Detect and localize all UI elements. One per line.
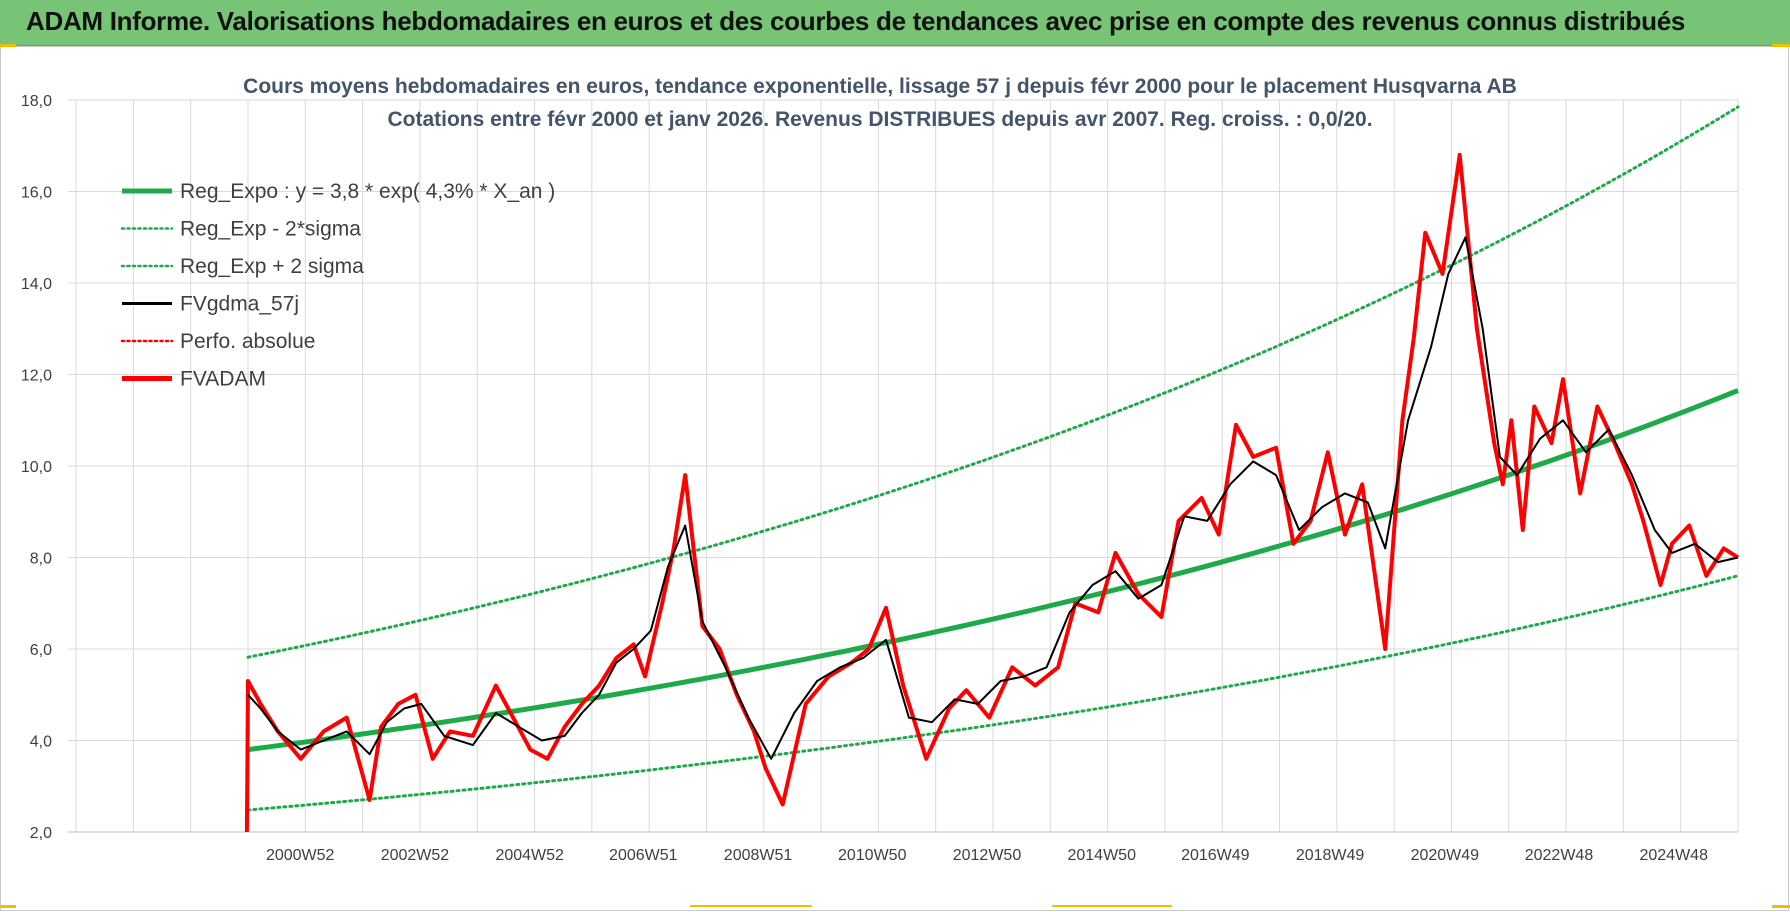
report-banner: ADAM Informe. Valorisations hebdomadaire… xyxy=(0,0,1790,46)
legend-label: Reg_Exp - 2*sigma xyxy=(180,218,361,241)
y-tick-label: 4,0 xyxy=(30,734,52,751)
series-reg-exp-plus-2sigma xyxy=(246,105,1740,659)
x-tick-label: 2002W52 xyxy=(381,847,450,864)
legend-label: Reg_Exp + 2 sigma xyxy=(180,255,364,278)
y-tick-label: 10,0 xyxy=(21,459,52,476)
corner-mark-top-right xyxy=(1772,44,1790,47)
x-tick-label: 2004W52 xyxy=(495,847,564,864)
y-tick-label: 18,0 xyxy=(21,93,52,110)
x-tick-label: 2000W52 xyxy=(266,847,335,864)
chart-title-line-1: Cours moyens hebdomadaires en euros, ten… xyxy=(243,75,1517,98)
legend-label: Perfo. absolue xyxy=(180,330,315,353)
series-fvadam xyxy=(244,152,1740,833)
corner-mark-bottom-left xyxy=(0,905,16,908)
x-tick-label: 2012W50 xyxy=(953,847,1022,864)
y-tick-label: 8,0 xyxy=(30,551,52,568)
chart-frame xyxy=(0,46,1789,911)
series-fvgdma-57j xyxy=(247,236,1739,760)
x-tick-label: 2024W48 xyxy=(1639,847,1708,864)
x-axis: 2000W52 2002W52 2004W52 2006W51 2008W51 2010W… xyxy=(266,847,1708,864)
x-tick-label: 2018W49 xyxy=(1296,847,1365,864)
plot-area xyxy=(244,105,1740,833)
x-tick-label: 2016W49 xyxy=(1181,847,1250,864)
corner-mark-bottom-right xyxy=(1772,905,1790,908)
y-tick-label: 14,0 xyxy=(21,276,52,293)
legend-label: FVgdma_57j xyxy=(180,293,299,316)
y-tick-label: 6,0 xyxy=(30,642,52,659)
x-tick-label: 2020W49 xyxy=(1411,847,1480,864)
report-banner-title: ADAM Informe. Valorisations hebdomadaire… xyxy=(26,6,1686,36)
y-tick-label: 16,0 xyxy=(21,185,52,202)
y-tick-label: 12,0 xyxy=(21,368,52,385)
chart-title-line-2: Cotations entre févr 2000 et janv 2026. … xyxy=(387,108,1372,131)
bottom-accent-right xyxy=(1052,905,1172,907)
x-tick-label: 2022W48 xyxy=(1525,847,1594,864)
bottom-accent-left xyxy=(690,905,812,907)
y-tick-label: 2,0 xyxy=(30,825,52,842)
x-tick-label: 2006W51 xyxy=(609,847,678,864)
grid xyxy=(68,99,1739,833)
x-tick-label: 2010W50 xyxy=(838,847,907,864)
series-reg-exp-minus-2sigma xyxy=(246,574,1740,812)
corner-mark-top-left xyxy=(0,44,16,47)
legend-label: FVADAM xyxy=(180,368,266,391)
legend-label: Reg_Expo : y = 3,8 * exp( 4,3% * X_an ) xyxy=(180,180,555,203)
x-tick-label: 2014W50 xyxy=(1067,847,1136,864)
y-axis: 2,0 4,0 6,0 8,0 10,0 12,0 14,0 16,0 18,0 xyxy=(21,93,52,842)
legend: Reg_Expo : y = 3,8 * exp( 4,3% * X_an ) R… xyxy=(120,180,555,391)
x-tick-label: 2008W51 xyxy=(724,847,793,864)
